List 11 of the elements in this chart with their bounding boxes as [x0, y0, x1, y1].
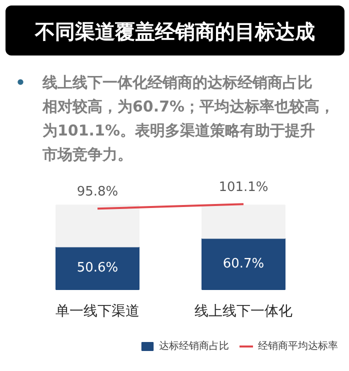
data-label: 101.1%	[218, 180, 268, 196]
data-label: 60.7%	[222, 256, 264, 272]
data-label: 50.6%	[76, 260, 118, 276]
legend-label: 达标经销商占比	[159, 340, 229, 353]
x-tick-label: 线上线下一体化	[194, 304, 292, 320]
text: •	[15, 73, 26, 92]
annotation: 线上线下一体化经销商的达标经销商占比相对较高，为60.7%；平均达标率也较高，为101.1%。表明多渠道策略有助于提升市场竞争力。	[42, 74, 335, 164]
legend-label: 经销商平均达标率	[258, 340, 338, 353]
x-tick-label: 单一线下渠道	[56, 304, 140, 320]
data-label: 95.8%	[76, 184, 118, 200]
chart-title: 不同渠道覆盖经销商的目标达成	[34, 20, 315, 44]
